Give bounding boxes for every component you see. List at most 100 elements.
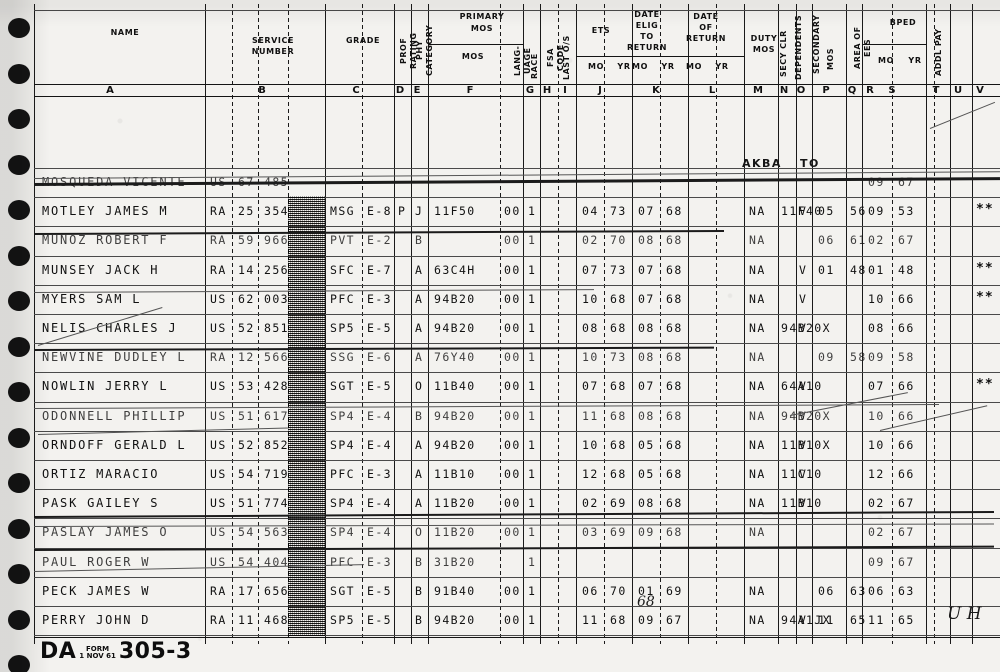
cell-service-prefix: US — [210, 437, 227, 452]
cell-dependents: V — [799, 467, 808, 481]
cell-dependents: V — [799, 204, 808, 219]
header-primary-mos-1: PRIMARY — [459, 12, 505, 21]
cell-name: PERRY JOHN D — [42, 613, 151, 627]
cell-service-prefix: US — [210, 496, 227, 511]
cell-bped-mo: 11 — [868, 613, 885, 627]
cell-primary-mos: 91B40 — [434, 583, 476, 598]
cell-ets-mo: 02 — [582, 496, 599, 511]
cell-primary-mos: 63C4H — [434, 262, 476, 277]
header-service-number-1: SERVICE — [251, 36, 295, 45]
cell-ets-mo: 11 — [582, 408, 599, 423]
cell-elig-yr: 68 — [666, 525, 683, 540]
cell-secondary-mos: 09 — [818, 350, 835, 365]
cell-service-last: 774 — [264, 496, 289, 511]
cell-name: PASLAY JAMES O — [42, 525, 169, 540]
header-date-elig-2: ELIG — [635, 21, 659, 30]
cell-elig-mo: 01 — [638, 583, 655, 598]
cell-dependents: V — [799, 408, 808, 423]
cell-elig-yr: 68 — [666, 467, 683, 481]
cell-bped-mo: 01 — [868, 262, 885, 277]
marker-asterisks: ** — [976, 377, 994, 393]
cell-service-mid: 12 — [238, 350, 255, 365]
cell-phy-category: A — [415, 291, 424, 306]
cell-bped-mo: 02 — [868, 233, 885, 248]
cell-ets-mo: 10 — [582, 350, 599, 365]
punch-hole — [8, 382, 30, 402]
cell-bped-yr: 48 — [898, 262, 915, 277]
cell-service-prefix: US — [210, 321, 227, 335]
grid-vline — [411, 4, 412, 644]
cell-primary-mos: 11B10 — [434, 467, 476, 481]
column-letter-r: R — [866, 85, 874, 96]
footer-form-word: FORM — [86, 645, 110, 653]
cell-name: MUNSEY JACK H — [42, 262, 160, 277]
cell-race: 1 — [528, 437, 537, 452]
cell-elig-yr: 68 — [666, 321, 683, 335]
punch-hole — [8, 18, 30, 38]
column-letter-v: V — [976, 85, 984, 96]
cell-primary-mos: 94B20 — [434, 613, 476, 627]
cell-bped-yr: 67 — [898, 554, 915, 569]
grid-vline-dashed — [558, 4, 559, 644]
cell-service-last: 966 — [264, 233, 289, 248]
grid-vline-dashed — [934, 4, 935, 644]
column-letter-d: D — [395, 85, 405, 96]
header-area-of-ees: AREA OF EES — [853, 26, 872, 70]
cell-race: 1 — [528, 262, 537, 277]
cell-ets-mo: 07 — [582, 379, 599, 394]
cell-pay-grade: E-5 — [367, 613, 392, 627]
grid-vline — [34, 4, 35, 644]
column-letter-g: G — [525, 85, 535, 96]
cell-pay-grade: E-2 — [367, 233, 392, 248]
grid-vline — [688, 4, 689, 644]
cell-language: 00 — [504, 496, 521, 511]
grid-vline — [972, 4, 973, 644]
cell-area-of-ees: 65 — [850, 613, 867, 627]
column-letter-e: E — [413, 85, 421, 96]
annotation-akba: AKBA — [742, 157, 782, 170]
cell-language: 00 — [504, 204, 521, 219]
cell-service-prefix: US — [210, 379, 227, 394]
grid-vline-dashed — [232, 4, 233, 644]
punch-hole — [8, 564, 30, 584]
cell-elig-yr: 67 — [666, 613, 683, 627]
cell-bped-mo: 02 — [868, 496, 885, 511]
cell-ets-mo: 07 — [582, 262, 599, 277]
column-letter-h: H — [542, 85, 552, 96]
cell-service-mid: 54 — [238, 525, 255, 540]
cell-secondary-mos: 06 — [818, 233, 835, 248]
cell-race: 1 — [528, 613, 537, 627]
redaction-smear — [288, 196, 325, 636]
cell-service-mid: 52 — [238, 321, 255, 335]
grid-vline-dashed — [892, 4, 893, 644]
grid-vline-dashed — [660, 4, 661, 644]
cell-elig-mo: 08 — [638, 350, 655, 365]
marker-asterisks: ** — [976, 202, 994, 218]
cell-service-prefix: RA — [210, 262, 227, 277]
cell-secondary-clearance: 11F40 — [781, 204, 823, 219]
row-separator — [34, 518, 1000, 520]
column-letter-f: F — [466, 85, 474, 96]
cell-race: 1 — [528, 467, 537, 481]
cell-grade: SGT — [330, 379, 355, 394]
cell-elig-yr: 68 — [666, 496, 683, 511]
cell-grade: SP4 — [330, 525, 355, 540]
row-separator — [34, 489, 1000, 491]
cell-language: 00 — [504, 262, 521, 277]
grid-vline-dashed — [362, 4, 363, 644]
row-separator — [34, 372, 1000, 374]
header-return-mo: MO — [686, 62, 702, 71]
cell-primary-mos: 94B20 — [434, 437, 476, 452]
cell-ets-yr: 68 — [610, 437, 627, 452]
cell-language: 00 — [504, 467, 521, 481]
grid-hline-date-split — [576, 56, 632, 57]
punch-hole — [8, 336, 30, 357]
cell-phy-category: O — [415, 525, 424, 540]
cell-ets-yr: 68 — [610, 321, 627, 335]
table-row[interactable] — [34, 548, 1000, 577]
cell-elig-mo: 08 — [638, 496, 655, 511]
cell-secondary-clearance: 94B20X — [781, 321, 831, 335]
cell-language: 00 — [504, 379, 521, 394]
cell-elig-yr: 68 — [666, 204, 683, 219]
cell-ets-yr: 70 — [610, 583, 627, 598]
